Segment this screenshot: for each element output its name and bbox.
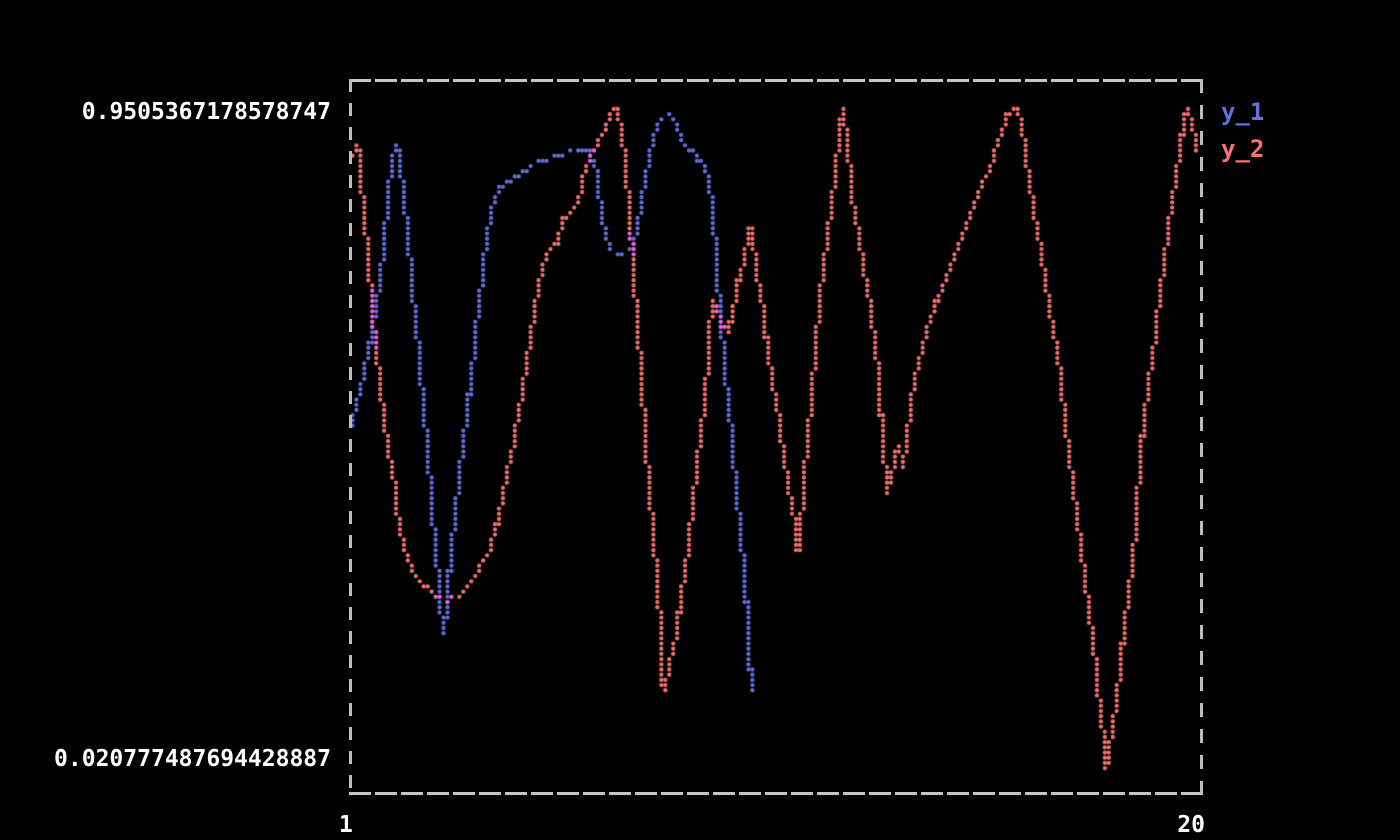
legend-item-y2: y_2 xyxy=(1221,135,1265,163)
y-axis-label-max: 0.9505367178578747 xyxy=(81,99,331,125)
legend-item-y1: y_1 xyxy=(1221,98,1265,126)
x-axis-label-min: 1 xyxy=(339,812,353,838)
plot-border-top xyxy=(349,79,1203,82)
y-axis-label-min: 0.020777487694428887 xyxy=(54,746,331,772)
plot-border-bottom xyxy=(349,792,1203,795)
plot-border-right xyxy=(1200,79,1203,794)
x-axis-label-max: 20 xyxy=(1177,812,1205,838)
plot-border-left xyxy=(349,79,352,794)
